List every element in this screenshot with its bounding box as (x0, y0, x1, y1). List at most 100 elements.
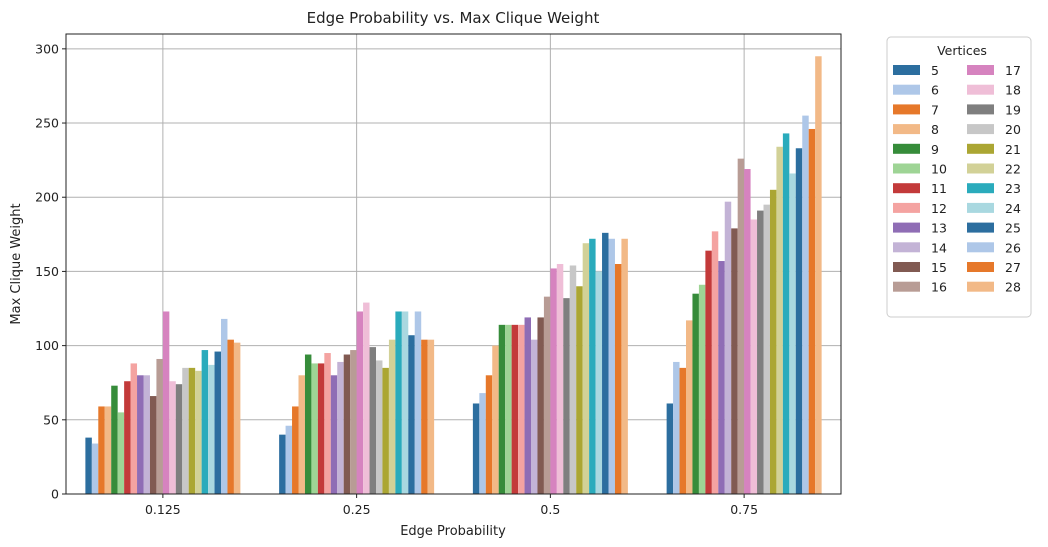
bar-v16-0.25 (350, 350, 357, 494)
legend-label: 23 (1005, 181, 1021, 196)
bar-v23-0.5 (589, 238, 596, 494)
bar-v11-0.125 (124, 381, 131, 494)
bar-v14-0.25 (337, 361, 344, 494)
legend-swatch (893, 183, 920, 194)
legend-label: 7 (931, 102, 939, 117)
bar-v27-0.5 (614, 264, 622, 494)
legend-label: 14 (931, 240, 947, 255)
bar-v19-0.75 (757, 210, 764, 494)
bar-v26-0.125 (221, 318, 228, 494)
legend-swatch (893, 124, 920, 135)
bar-v9-0.75 (692, 293, 699, 494)
bar-v7-0.125 (98, 406, 105, 494)
bar-v24-0.25 (401, 311, 409, 494)
bar-v5-0.25 (279, 434, 286, 494)
legend-label: 12 (931, 201, 947, 216)
bar-v25-0.5 (602, 232, 609, 494)
bar-v19-0.5 (563, 298, 570, 494)
legend-box (886, 36, 1032, 318)
chart-title: Edge Probability vs. Max Clique Weight (307, 9, 600, 27)
bar-v13-0.125 (137, 375, 144, 494)
bar-v22-0.75 (776, 146, 783, 494)
legend-label: 13 (931, 221, 947, 236)
legend-swatch (893, 262, 920, 272)
bar-v22-0.125 (195, 370, 202, 494)
legend-label: 20 (1005, 122, 1021, 137)
bar-v12-0.25 (324, 353, 331, 494)
bar-v10-0.125 (117, 412, 125, 494)
bar-v21-0.75 (769, 189, 777, 494)
bar-v6-0.75 (673, 361, 680, 494)
bar-v28-0.5 (621, 238, 628, 494)
bar-v21-0.5 (576, 286, 583, 494)
bar-v24-0.125 (208, 364, 215, 494)
bar-v17-0.5 (550, 268, 557, 494)
bar-v5-0.5 (472, 403, 480, 494)
bar-v26-0.5 (608, 238, 615, 494)
bar-v12-0.5 (518, 324, 525, 494)
legend-label: 17 (1005, 63, 1021, 78)
y-tick-label: 250 (35, 116, 59, 131)
bar-v14-0.75 (724, 201, 732, 494)
legend-swatch (967, 104, 994, 115)
plot-frame (65, 33, 842, 495)
legend-swatch (893, 84, 920, 95)
bar-v8-0.75 (686, 320, 693, 494)
legend-swatch (967, 281, 994, 292)
bar-v19-0.125 (175, 384, 183, 494)
bar-v13-0.25 (330, 375, 338, 494)
bar-v17-0.75 (744, 169, 751, 494)
bar-v10-0.25 (311, 363, 318, 494)
bar-v17-0.25 (356, 311, 364, 494)
bar-v15-0.125 (149, 396, 157, 494)
bar-v7-0.25 (292, 406, 299, 494)
bar-v18-0.25 (363, 302, 370, 494)
bar-v13-0.75 (718, 261, 725, 494)
legend-swatch (967, 222, 994, 233)
bar-v6-0.125 (91, 443, 99, 494)
bar-v27-0.125 (227, 339, 234, 494)
legend-label: 22 (1005, 162, 1021, 177)
bar-v15-0.5 (537, 317, 544, 494)
x-tick-label: 0.75 (730, 502, 758, 517)
legend-swatch (893, 65, 920, 75)
legend-swatch (967, 65, 994, 75)
bar-v28-0.125 (233, 342, 241, 494)
legend-swatch (893, 281, 920, 292)
bar-v17-0.125 (162, 311, 170, 494)
legend-label: 8 (931, 122, 939, 137)
bar-v18-0.125 (169, 381, 176, 494)
bar-v28-0.75 (815, 56, 822, 494)
bar-v20-0.5 (569, 265, 577, 494)
legend-swatch (967, 163, 994, 174)
legend: Vertices 5 6 7 8 9 10 11 12 13 14 15 16 17 18 19 20 21 22… (886, 36, 1032, 318)
bar-v20-0.25 (376, 360, 383, 494)
legend-swatch (967, 143, 994, 154)
legend-label: 5 (931, 63, 939, 78)
legend-swatch (893, 143, 920, 154)
legend-swatch (893, 163, 920, 174)
legend-swatch (893, 222, 920, 233)
legend-label: 25 (1005, 221, 1021, 236)
bar-v19-0.25 (369, 347, 376, 494)
bar-v9-0.25 (304, 354, 312, 494)
legend-label: 24 (1005, 201, 1021, 216)
bar-v22-0.5 (582, 243, 590, 494)
bar-v13-0.5 (524, 317, 531, 494)
bar-v22-0.25 (388, 339, 396, 494)
legend-swatch (967, 202, 994, 213)
y-tick-label: 0 (51, 487, 59, 502)
bar-v5-0.125 (85, 437, 92, 494)
y-tick-label: 150 (35, 264, 59, 279)
axis-ticks: 0 50 100 150 200 250 300 0.125 0.25 0.5 0.75 (35, 41, 758, 517)
bars (85, 56, 822, 495)
legend-label: 26 (1005, 240, 1021, 255)
bar-v9-0.125 (111, 385, 118, 494)
legend-swatch (893, 242, 920, 253)
bar-v25-0.125 (214, 351, 221, 494)
bar-v24-0.75 (789, 173, 796, 495)
legend-swatch (967, 124, 994, 135)
bar-v28-0.25 (427, 339, 435, 494)
bar-v18-0.5 (556, 264, 564, 494)
